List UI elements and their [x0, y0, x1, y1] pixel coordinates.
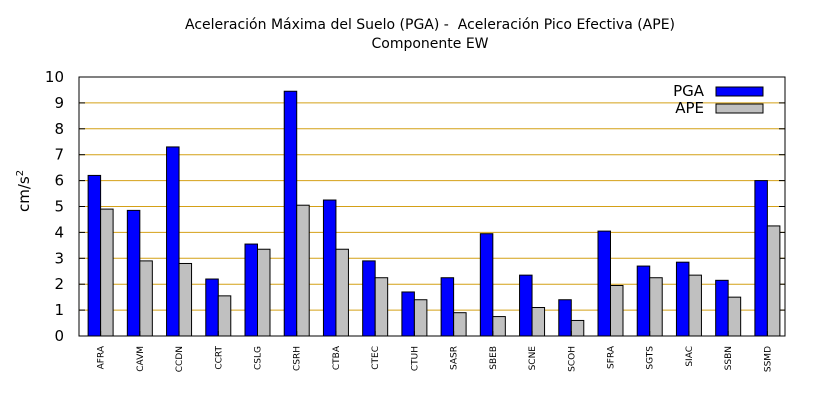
- bar-pga-ccdn: [166, 146, 180, 337]
- x-tick-label: SSBN: [724, 346, 734, 370]
- bar-pga-ctba: [322, 199, 337, 337]
- y-tick-label: 9: [54, 94, 64, 112]
- bar-ape-ctec: [374, 277, 389, 337]
- bar-ape-sasr: [453, 312, 467, 337]
- y-tick-label: 4: [54, 223, 64, 241]
- y-tick-label: 7: [54, 146, 64, 164]
- y-tick-label: 8: [54, 120, 64, 138]
- bar-ape-scne: [531, 307, 546, 337]
- y-tick-label: 3: [54, 249, 64, 267]
- chart-title-line: Aceleración Máxima del Suelo (PGA) - Ace…: [184, 17, 676, 33]
- legend-label: APE: [675, 99, 704, 117]
- legend-label: PGA: [673, 82, 705, 100]
- y-tick-label: 5: [54, 198, 64, 216]
- x-tick-label: SSMD: [763, 346, 773, 372]
- bar-pga-ccrt: [205, 278, 219, 337]
- x-tick-label: CAVM: [136, 346, 146, 372]
- x-tick-label: AFRA: [97, 345, 107, 369]
- y-tick-label: 1: [54, 301, 64, 319]
- bar-ape-sgts: [649, 277, 663, 337]
- x-tick-label: CSLG: [254, 346, 264, 370]
- chart-subtitle: Componente EW: [371, 36, 489, 52]
- x-tick-label: CCRT: [214, 346, 224, 370]
- bar-ape-ccdn: [178, 262, 193, 337]
- y-tick-label: 6: [54, 172, 64, 190]
- bar-ape-ssbn: [727, 296, 742, 337]
- x-tick-label: SFRA: [607, 345, 617, 369]
- bar-ape-scoh: [570, 319, 585, 337]
- bar-pga-ctuh: [401, 291, 415, 337]
- x-tick-label: CTBA: [332, 345, 342, 370]
- bar-pga-cslg: [244, 243, 258, 337]
- legend-swatch: [715, 103, 764, 114]
- bar-pga-ctec: [362, 260, 376, 337]
- bar-pga-sbeb: [479, 233, 494, 337]
- bar-ape-sfra: [610, 284, 624, 337]
- bar-ape-cavm: [139, 260, 153, 337]
- bar-ape-csrh: [296, 204, 310, 337]
- bar-pga-sfra: [597, 230, 611, 337]
- x-tick-label: SBEB: [489, 346, 499, 370]
- y-tick-label: 0: [54, 327, 64, 345]
- bar-pga-ssbn: [715, 279, 729, 337]
- x-tick-label: CSRH: [293, 346, 303, 371]
- bar-ape-ctuh: [413, 299, 428, 337]
- bar-ape-afra: [100, 208, 114, 337]
- x-tick-label: SIAC: [685, 346, 695, 367]
- y-tick-label: 2: [54, 275, 64, 293]
- x-tick-label: SCOH: [567, 346, 577, 372]
- x-tick-label: CTEC: [371, 346, 381, 370]
- bar-pga-scne: [519, 274, 533, 337]
- bar-pga-scoh: [558, 299, 572, 337]
- bar-pga-csrh: [283, 90, 298, 337]
- y-tick-label: 10: [45, 68, 64, 86]
- bar-pga-siac: [675, 261, 690, 337]
- bar-ape-sbeb: [492, 316, 506, 337]
- bar-ape-cslg: [257, 248, 271, 337]
- bar-ape-ssmd: [766, 225, 781, 337]
- x-tick-label: CCDN: [175, 346, 185, 372]
- bar-ape-ccrt: [217, 295, 232, 337]
- x-tick-label: SASR: [450, 346, 460, 370]
- chart-title: Aceleración Máxima del Suelo (PGA) - Ace…: [0, 16, 820, 54]
- bar-pga-afra: [87, 174, 102, 337]
- bar-pga-sasr: [440, 277, 455, 337]
- plot-frame: [78, 76, 786, 337]
- bar-pga-ssmd: [754, 180, 768, 337]
- bar-ape-ctba: [335, 248, 349, 337]
- bar-pga-cavm: [126, 209, 141, 337]
- legend-swatch: [715, 86, 764, 97]
- bar-ape-siac: [688, 274, 702, 337]
- x-tick-label: SCNE: [528, 346, 538, 371]
- x-tick-label: SGTS: [646, 346, 656, 370]
- x-tick-label: CTUH: [410, 346, 420, 371]
- bar-pga-sgts: [636, 265, 651, 337]
